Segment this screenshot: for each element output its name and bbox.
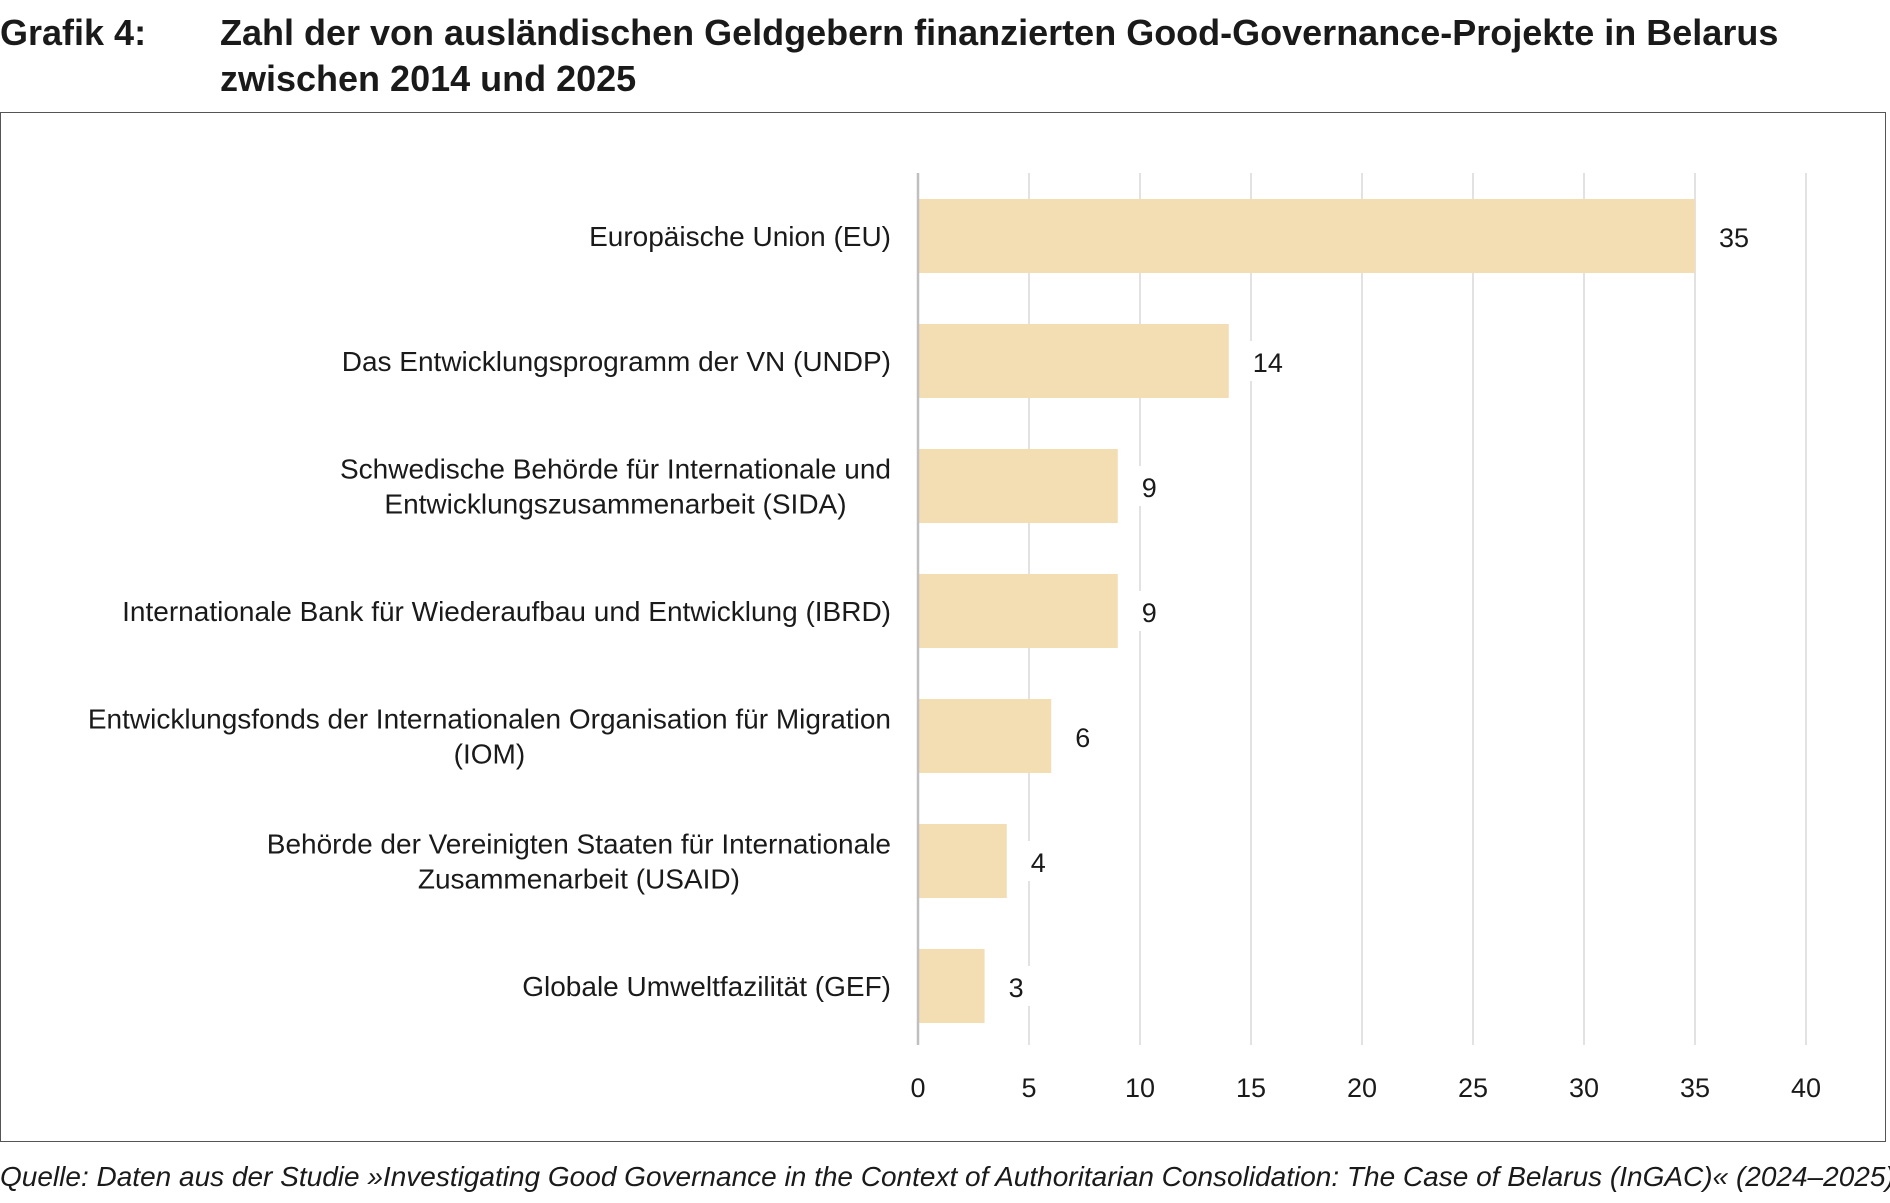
data-label-background-1 [1703, 216, 1761, 256]
data-label-2: 14 [1253, 348, 1283, 378]
data-label-1: 35 [1719, 223, 1749, 253]
x-tick-label-35: 35 [1680, 1073, 1710, 1103]
x-tick-label-5: 5 [1021, 1073, 1036, 1103]
bar-7 [919, 949, 985, 1023]
category-label-5: Entwicklungsfonds der Internationalen Or… [88, 704, 891, 770]
category-label-4: Internationale Bank für Wiederaufbau und… [122, 596, 891, 627]
source-note: Quelle: Daten aus der Studie »Investigat… [0, 1161, 1890, 1192]
data-labels: 35 14 9 9 6 4 3 [992, 216, 1761, 1006]
x-tick-label-10: 10 [1125, 1073, 1155, 1103]
category-label-line: (IOM) [454, 739, 526, 770]
category-label-line: Globale Umweltfazilität (GEF) [522, 971, 891, 1002]
data-label-background-7 [992, 966, 1033, 1006]
data-label-background-5 [1059, 716, 1100, 756]
category-label-line: Internationale Bank für Wiederaufbau und… [122, 596, 891, 627]
x-tick-label-20: 20 [1347, 1073, 1377, 1103]
bars [919, 199, 1695, 1023]
figure-label: Grafik 4: [0, 12, 147, 53]
category-label-line: Entwicklungsfonds der Internationalen Or… [88, 704, 891, 735]
bar-6 [919, 824, 1007, 898]
category-label-6: Behörde der Vereinigten Staaten für Inte… [267, 829, 891, 895]
x-tick-label-0: 0 [910, 1073, 925, 1103]
x-tick-labels: 0 5 10 15 20 25 30 35 40 [910, 1073, 1821, 1103]
x-tick-label-25: 25 [1458, 1073, 1488, 1103]
data-label-background-6 [1014, 841, 1055, 881]
category-label-1: Europäische Union (EU) [589, 221, 891, 252]
x-tick-label-40: 40 [1791, 1073, 1821, 1103]
category-labels: Europäische Union (EU) Das Entwicklungspr… [88, 221, 891, 1002]
category-label-3: Schwedische Behörde für Internationale u… [340, 454, 891, 520]
data-label-3: 9 [1142, 473, 1157, 503]
data-label-6: 4 [1031, 848, 1046, 878]
data-label-background-2 [1236, 341, 1295, 381]
chart-frame: Europäische Union (EU) Das Entwicklungspr… [0, 112, 1886, 1142]
category-label-line: Europäische Union (EU) [589, 221, 891, 252]
data-label-background-3 [1125, 466, 1166, 506]
bar-5 [919, 699, 1052, 773]
data-label-7: 3 [1009, 973, 1024, 1003]
category-label-line: Behörde der Vereinigten Staaten für Inte… [267, 829, 891, 860]
category-label-line: Zusammenarbeit (USAID) [418, 864, 740, 895]
data-label-5: 6 [1075, 723, 1090, 753]
bar-4 [919, 574, 1118, 648]
data-label-background-4 [1125, 591, 1166, 631]
chart-title: Zahl der von ausländischen Geldgebern fi… [220, 12, 1779, 99]
category-label-2: Das Entwicklungsprogramm der VN (UNDP) [342, 346, 891, 377]
bar-1 [919, 199, 1695, 273]
bar-2 [919, 324, 1229, 398]
data-label-4: 9 [1142, 598, 1157, 628]
x-tick-label-15: 15 [1236, 1073, 1266, 1103]
bar-chart: Europäische Union (EU) Das Entwicklungspr… [88, 173, 1821, 1103]
bar-3 [919, 449, 1118, 523]
x-tick-label-30: 30 [1569, 1073, 1599, 1103]
category-label-line: Entwicklungszusammenarbeit (SIDA) [384, 489, 846, 520]
category-label-line: Das Entwicklungsprogramm der VN (UNDP) [342, 346, 891, 377]
category-label-line: Schwedische Behörde für Internationale u… [340, 454, 891, 485]
gridlines [1028, 173, 1807, 1045]
category-label-7: Globale Umweltfazilität (GEF) [522, 971, 891, 1002]
